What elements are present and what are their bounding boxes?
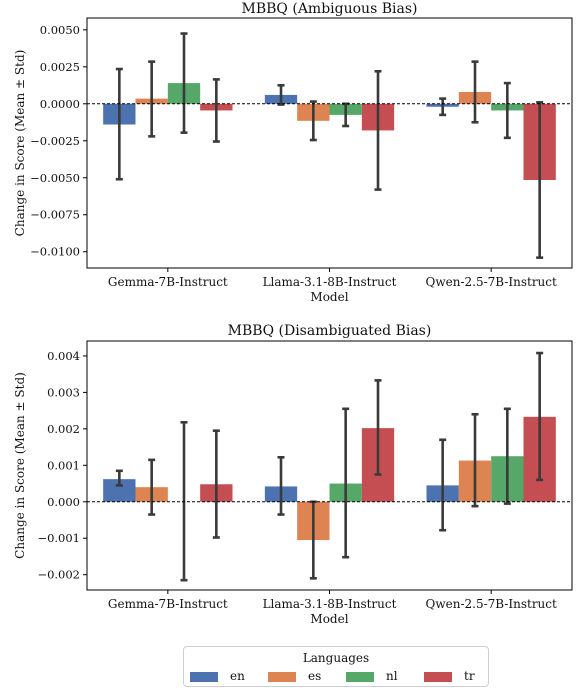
ytick-label-0-0: 0.0050	[40, 23, 80, 37]
ytick-label-1-4: 0.000	[47, 495, 80, 509]
legend-swatch-es	[268, 672, 296, 682]
legend-label-nl: nl	[386, 669, 398, 683]
ytick-label-1-6: −0.002	[37, 568, 80, 582]
legend-label-en: en	[230, 669, 245, 683]
ytick-label-0-4: −0.0050	[30, 171, 80, 185]
y-axis-label-0: Change in Score (Mean ± Std)	[13, 50, 27, 237]
legend: Languages en es nl tr	[183, 646, 489, 687]
ytick-label-1-3: 0.001	[47, 458, 80, 472]
chart-title-0: MBBQ (Ambiguous Bias)	[242, 1, 418, 17]
ytick-label-0-2: 0.0000	[40, 97, 80, 111]
ytick-label-1-2: 0.002	[47, 422, 80, 436]
xtick-label-1-2: Qwen-2.5-7B-Instruct	[426, 597, 557, 611]
bar-1-en-0	[103, 479, 136, 502]
ytick-label-0-6: −0.0100	[30, 245, 80, 259]
x-axis-label-0: Model	[310, 290, 348, 304]
chart-figure: 0.0050 0.0025 0.0000 −0.0025 −0.0050 −0.0075 −…	[13, 1, 573, 626]
legend-swatch-tr	[424, 672, 452, 682]
xtick-label-0-0: Gemma-7B-Instruct	[108, 275, 228, 289]
xtick-label-0-2: Qwen-2.5-7B-Instruct	[426, 275, 557, 289]
chart-title-1: MBBQ (Disambiguated Bias)	[228, 323, 432, 339]
legend-label-es: es	[308, 669, 322, 683]
xtick-label-0-1: Llama-3.1-8B-Instruct	[263, 275, 397, 289]
x-axis-label-1: Model	[310, 612, 348, 626]
ytick-label-0-3: −0.0025	[30, 134, 80, 148]
ytick-label-1-1: 0.003	[47, 385, 80, 399]
plot-frame-0	[86, 17, 573, 269]
ytick-label-1-0: 0.004	[47, 349, 80, 363]
xtick-label-1-1: Llama-3.1-8B-Instruct	[263, 597, 397, 611]
legend-title: Languages	[302, 651, 370, 665]
legend-swatch-en	[190, 672, 218, 682]
ytick-label-1-5: −0.001	[37, 531, 80, 545]
legend-label-tr: tr	[464, 669, 475, 683]
y-axis-label-1: Change in Score (Mean ± Std)	[13, 372, 27, 559]
xtick-label-1-0: Gemma-7B-Instruct	[108, 597, 228, 611]
legend-swatch-nl	[346, 672, 374, 682]
ytick-label-0-5: −0.0075	[30, 208, 80, 222]
ytick-label-0-1: 0.0025	[40, 60, 80, 74]
